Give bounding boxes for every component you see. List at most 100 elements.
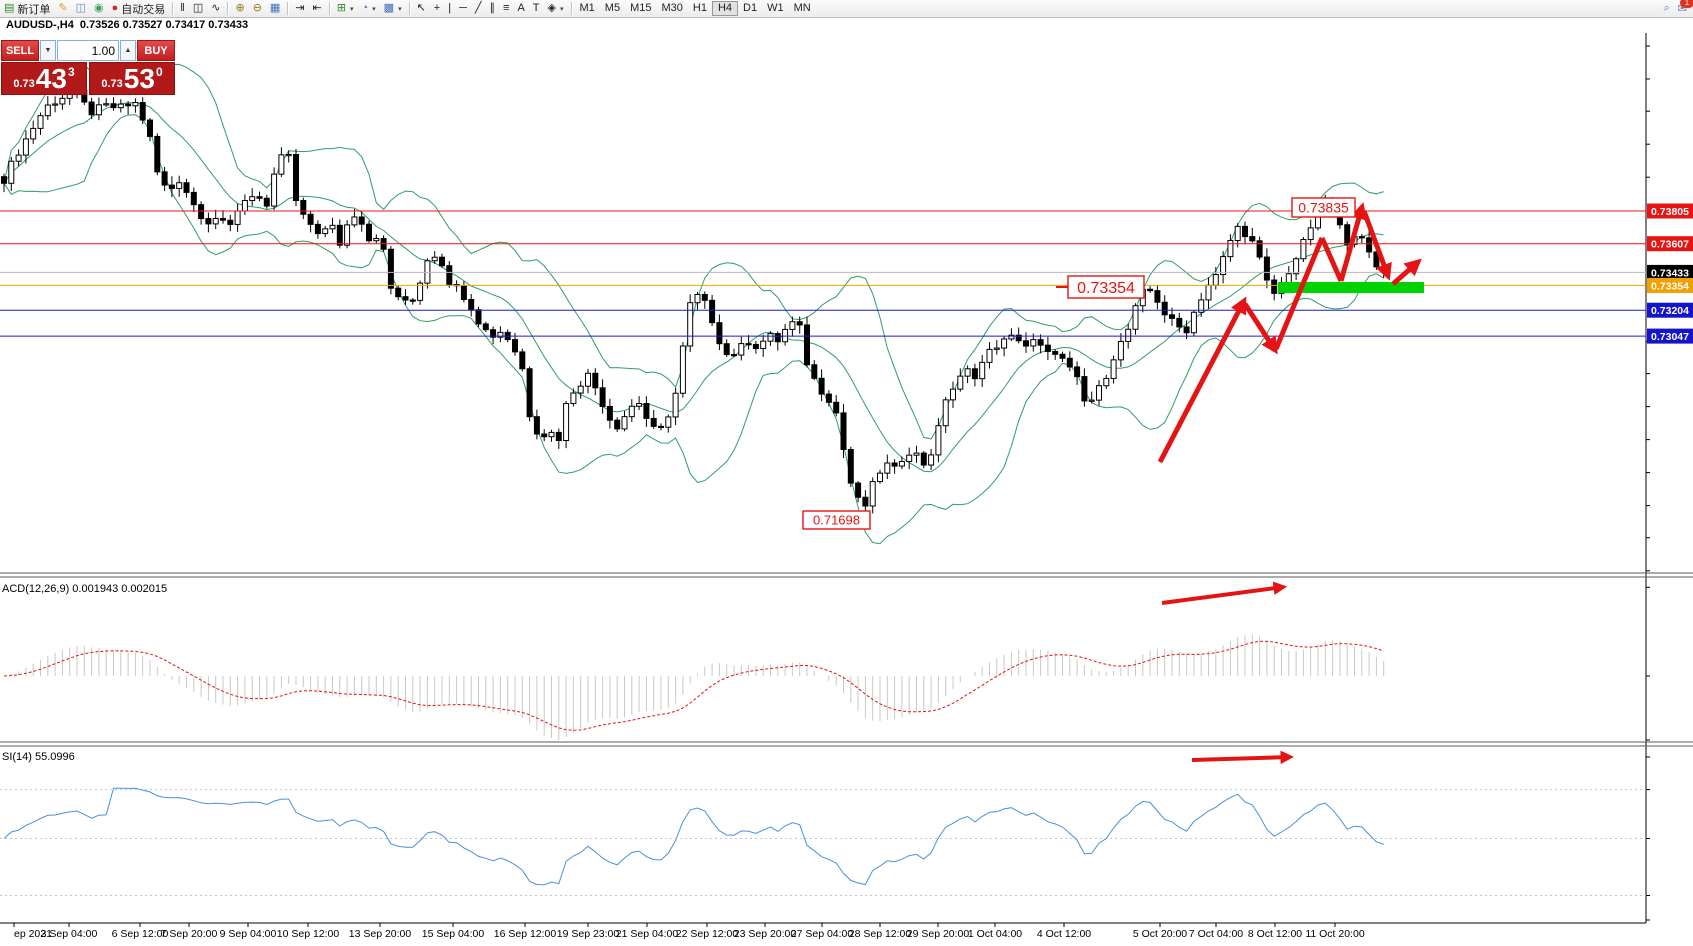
- cursor-icon[interactable]: ↖: [413, 1, 430, 16]
- sell-button[interactable]: SELL: [1, 40, 39, 61]
- price-badge-0.73204: 0.73204: [1647, 302, 1693, 318]
- trend-arrow[interactable]: [1157, 296, 1247, 464]
- volume-input[interactable]: [57, 40, 119, 61]
- zoom-in-icon[interactable]: ⊕: [231, 1, 248, 16]
- chevron-down-icon[interactable]: ▾: [349, 5, 354, 13]
- toolbar-separator: [287, 2, 289, 15]
- chart-shift-icon[interactable]: ⇤: [309, 1, 326, 16]
- timeframe-button-d1[interactable]: D1: [743, 2, 758, 14]
- autotrading-button-label: 自动交易: [121, 3, 166, 16]
- chevron-down-icon[interactable]: ▾: [398, 5, 402, 13]
- label-icon[interactable]: T: [529, 1, 544, 16]
- auto-scroll-icon[interactable]: ⇥: [291, 1, 308, 16]
- tile-windows-icon[interactable]: ▦: [266, 1, 284, 16]
- time-axis-label: 7 Oct 04:00: [1189, 928, 1243, 940]
- horizontal-line-icon: ─: [459, 2, 467, 14]
- notification-count-badge: 1: [1680, 0, 1693, 8]
- timeframe-button-m15[interactable]: M15: [630, 2, 652, 14]
- chevron-down-icon[interactable]: ▾: [559, 5, 564, 13]
- svg-text:0.73433: 0.73433: [1651, 267, 1689, 279]
- horizontal-levels: [0, 210, 1646, 337]
- new-order-button[interactable]: ▤ 新订单: [0, 1, 54, 16]
- notifications-icon[interactable]: ✉ 1: [1678, 0, 1693, 15]
- time-axis-label: 5 Oct 20:00: [1133, 928, 1187, 940]
- trend-arrow[interactable]: [1273, 237, 1325, 350]
- sell-price-box[interactable]: 0.73 43 3: [1, 62, 87, 95]
- time-axis-label: ep 2021: [14, 928, 52, 940]
- toolbar-right: ⌕ ✉ 1: [1664, 0, 1693, 15]
- trend-arrow[interactable]: [1191, 750, 1295, 765]
- volume-increase-button[interactable]: ▲: [120, 40, 136, 61]
- arrows-icon[interactable]: ◈ ▾: [544, 1, 568, 16]
- timeframe-button-mn[interactable]: MN: [793, 2, 811, 14]
- fibonacci-icon[interactable]: ≡: [499, 1, 513, 16]
- time-axis-label: 23 Sep 20:00: [734, 928, 797, 940]
- price-badge-0.73354: 0.73354: [1647, 277, 1693, 293]
- candlestick-series: [1, 83, 1387, 514]
- vertical-line-icon: |: [448, 2, 452, 14]
- autotrading-button: ●: [111, 2, 119, 14]
- price-annotation-0.73835[interactable]: 0.73835: [1291, 197, 1356, 218]
- toolbar-separator: [328, 2, 330, 15]
- trend-arrow[interactable]: [1338, 202, 1367, 282]
- channel-icon[interactable]: ∥: [486, 1, 500, 16]
- svg-text:0.71698: 0.71698: [813, 513, 860, 528]
- volume-decrease-button[interactable]: ▼: [40, 40, 56, 61]
- rsi-indicator-label: SI(14) 55.0996: [2, 751, 75, 763]
- trend-arrow[interactable]: [1161, 581, 1288, 605]
- trend-arrow[interactable]: [1361, 210, 1392, 281]
- trendline-icon[interactable]: ╱: [471, 1, 486, 16]
- price-annotation-0.71698[interactable]: 0.71698: [802, 510, 871, 530]
- label-icon: T: [532, 2, 540, 14]
- price-badge-0.73805: 0.73805: [1647, 203, 1693, 219]
- svg-text:0.73805: 0.73805: [1651, 206, 1689, 218]
- trend-arrow[interactable]: [1391, 258, 1422, 286]
- search-icon[interactable]: ⌕: [1664, 2, 1670, 15]
- timeframe-button-m5[interactable]: M5: [604, 2, 621, 14]
- macd-pane: ACD(12,26,9) 0.001943 0.002015: [2, 583, 1385, 740]
- text-icon[interactable]: A: [513, 1, 528, 16]
- styler-icon: ✎: [58, 2, 68, 14]
- horizontal-line-icon[interactable]: ─: [455, 1, 471, 16]
- support-zone-rectangle[interactable]: [1278, 282, 1424, 293]
- toolbar-group-orders: ▤ 新订单 ✎ ◫ ◉ ● 自动交易: [0, 0, 169, 17]
- timeframe-button-h1[interactable]: H1: [692, 2, 707, 14]
- publisher-icon: ◫: [75, 2, 87, 14]
- bar-chart-icon[interactable]: ‖: [176, 1, 189, 16]
- styler-icon[interactable]: ✎: [54, 1, 71, 16]
- buy-button[interactable]: BUY: [137, 40, 175, 61]
- signals-icon[interactable]: ◉: [90, 1, 108, 16]
- vertical-line-icon[interactable]: |: [444, 1, 455, 16]
- trend-arrow[interactable]: [1319, 236, 1344, 283]
- crosshair-icon[interactable]: +: [430, 1, 444, 16]
- publisher-icon[interactable]: ◫: [72, 1, 90, 16]
- svg-text:0.73047: 0.73047: [1651, 331, 1689, 343]
- chevron-down-icon[interactable]: ▾: [372, 5, 376, 13]
- buy-price-box[interactable]: 0.73 53 0: [89, 62, 175, 95]
- auto-scroll-icon: ⇥: [295, 2, 305, 14]
- price-badge-0.73047: 0.73047: [1647, 328, 1693, 344]
- time-axis-label: 7 Sep 20:00: [161, 928, 218, 940]
- zoom-out-icon[interactable]: ⊖: [249, 1, 266, 16]
- autotrading-button[interactable]: ● 自动交易: [108, 1, 170, 16]
- trendline-icon: ╱: [474, 2, 482, 14]
- time-axis-label: 8 Oct 12:00: [1248, 928, 1302, 940]
- periods-icon: ◔: [361, 2, 369, 14]
- candlestick-chart-icon[interactable]: ◫: [189, 1, 207, 16]
- trend-arrow[interactable]: [1242, 302, 1278, 355]
- time-axis-label: 4 Oct 12:00: [1037, 928, 1091, 940]
- timeframe-button-h4[interactable]: H4: [711, 1, 738, 16]
- timeframe-button-w1[interactable]: W1: [767, 2, 784, 14]
- line-chart-icon[interactable]: ∿: [207, 1, 224, 16]
- price-annotation-0.73354[interactable]: 0.73354: [1056, 275, 1145, 299]
- timeframe-button-m1[interactable]: M1: [579, 2, 595, 14]
- toolbar-separator: [227, 2, 229, 15]
- symbol-name: AUDUSD-,H4: [6, 19, 74, 31]
- indicators-icon[interactable]: ⊞ ▾: [333, 1, 358, 16]
- svg-text:0.73354: 0.73354: [1077, 280, 1135, 297]
- timeframe-button-m30[interactable]: M30: [661, 2, 683, 14]
- templates-icon[interactable]: ▩ ▾: [380, 1, 406, 16]
- periods-icon[interactable]: ◔ ▾: [357, 1, 379, 16]
